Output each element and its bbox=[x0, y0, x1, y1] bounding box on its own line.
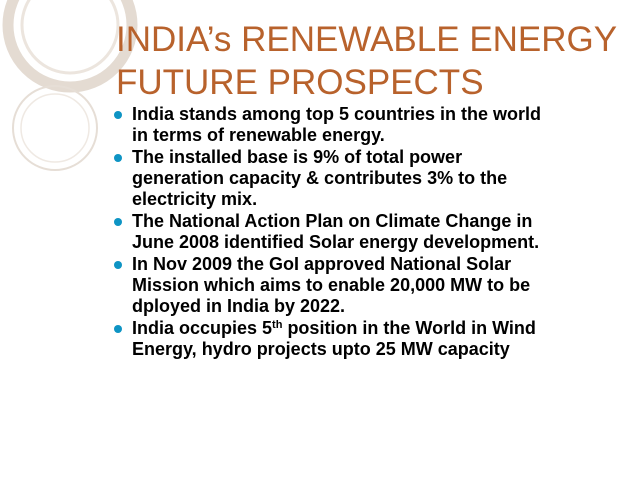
bullet-item-action-plan: The National Action Plan on Climate Chan… bbox=[113, 211, 633, 253]
bullet-icon bbox=[114, 218, 122, 226]
decorative-rings-graphic bbox=[2, 0, 138, 171]
slide-title-line-1: INDIA’s RENEWABLE ENERGY bbox=[116, 20, 618, 59]
bullet-text-line: India stands among top 5 countries in th… bbox=[132, 104, 542, 124]
decorative-ring-outer bbox=[2, 0, 138, 93]
decorative-ring-lower-inner bbox=[20, 93, 90, 163]
bullet-icon bbox=[114, 261, 122, 269]
bullet-text-line: in terms of renewable energy. bbox=[132, 125, 385, 145]
superscript-ordinal: th bbox=[272, 319, 283, 331]
bullet-text-line: The installed base is 9% of total power bbox=[132, 147, 463, 167]
bullet-item-top-countries: India stands among top 5 countries in th… bbox=[113, 104, 633, 146]
bullet-item-wind-energy: India occupies 5th position in the World… bbox=[113, 318, 633, 360]
bullet-text-line: June 2008 identified Solar energy develo… bbox=[132, 232, 540, 252]
bullet-icon bbox=[114, 111, 122, 119]
bullet-text-line: generation capacity & contributes 3% to … bbox=[132, 168, 508, 188]
bullet-item-solar-mission: In Nov 2009 the GoI approved National So… bbox=[113, 254, 633, 317]
bullet-icon bbox=[114, 154, 122, 162]
slide-title: INDIA’s RENEWABLE ENERGY FUTURE PROSPECT… bbox=[116, 18, 626, 104]
bullet-text-line: India occupies 5th position in the World… bbox=[132, 318, 633, 339]
decorative-ring-inner bbox=[20, 0, 120, 75]
decorative-ring-lower bbox=[12, 85, 98, 171]
bullet-text-line: electricity mix. bbox=[132, 189, 258, 209]
bullet-text-line: Mission which aims to enable 20,000 MW t… bbox=[132, 275, 531, 295]
bullet-text-line: Energy, hydro projects upto 25 MW capaci… bbox=[132, 339, 510, 359]
bullet-text-line: dployed in India by 2022. bbox=[132, 296, 346, 316]
bullet-text-line: In Nov 2009 the GoI approved National So… bbox=[132, 254, 512, 274]
slide-title-line-2: FUTURE PROSPECTS bbox=[116, 63, 484, 102]
bullet-item-installed-base: The installed base is 9% of total power … bbox=[113, 147, 633, 210]
bullet-icon bbox=[114, 325, 122, 333]
bullet-text-segment: India occupies 5 bbox=[132, 318, 273, 338]
bullet-list: India stands among top 5 countries in th… bbox=[113, 104, 633, 361]
bullet-text-segment: position in the World in Wind bbox=[282, 318, 536, 338]
bullet-text-line: The National Action Plan on Climate Chan… bbox=[132, 211, 533, 231]
